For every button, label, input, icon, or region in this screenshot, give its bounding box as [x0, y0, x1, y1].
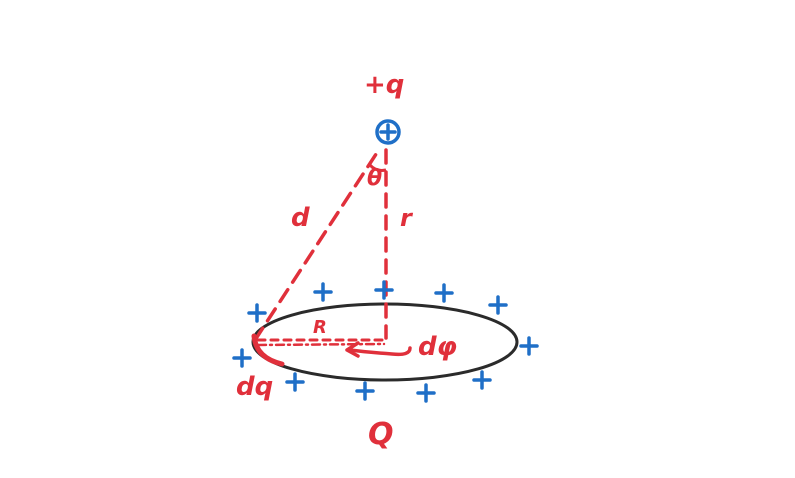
plus-icon [519, 336, 539, 356]
theta-arc [368, 163, 387, 172]
plus-icon [374, 280, 394, 300]
plus-icon [285, 372, 305, 392]
plus-icon [247, 303, 267, 323]
distance-d-line [253, 146, 382, 342]
radius-R-label: R [313, 317, 327, 338]
dphi-arrowhead [345, 341, 360, 358]
charge-label: +q [364, 70, 404, 100]
plus-icon [416, 383, 436, 403]
plus-icon [488, 295, 508, 315]
plus-icon [472, 370, 492, 390]
plus-icon [355, 381, 375, 401]
dq-element [251, 333, 285, 367]
plus-icon [313, 282, 333, 302]
ring-charges [232, 280, 539, 403]
point-charge [375, 119, 401, 145]
distance-d-label: d [291, 203, 310, 233]
dq-label: dq [236, 372, 273, 402]
theta-label: θ [367, 166, 382, 191]
plus-icon [434, 283, 454, 303]
dphi-label: dφ [418, 332, 457, 362]
angle-radius-line [256, 342, 386, 347]
axis-r-label: r [400, 204, 414, 232]
plus-icon [232, 348, 252, 368]
dphi-arc [348, 346, 412, 357]
ring-charge-Q-label: Q [368, 417, 394, 452]
